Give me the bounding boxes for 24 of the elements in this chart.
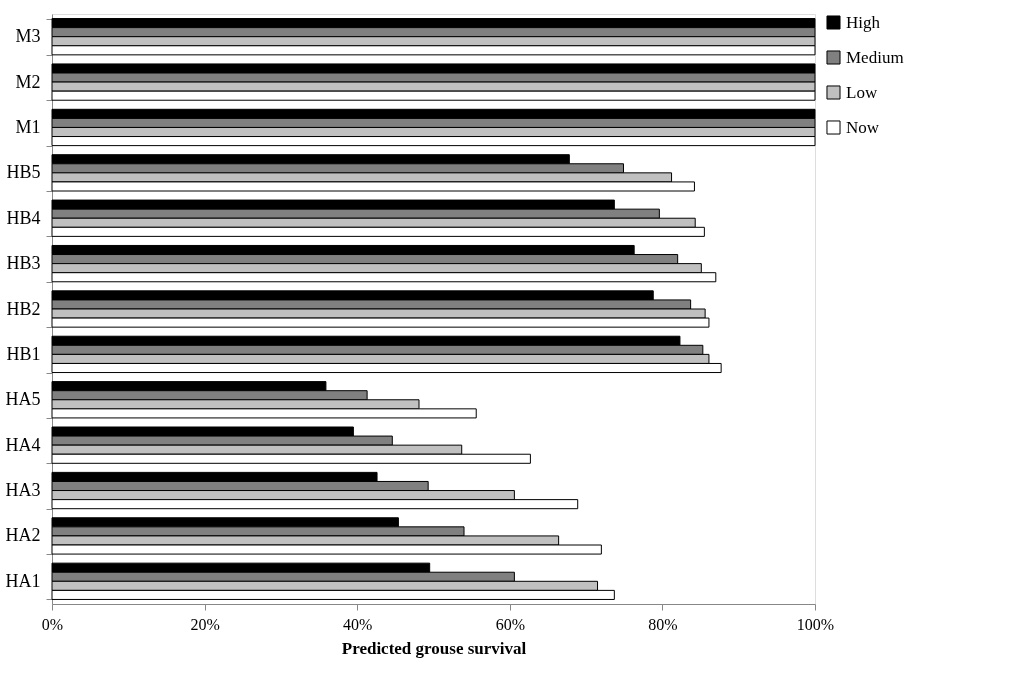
- y-tick-label: HA3: [5, 480, 41, 501]
- y-tick-label: M2: [15, 71, 41, 92]
- y-tick-label: HB3: [6, 253, 41, 274]
- y-tick-label: HB2: [6, 298, 41, 319]
- y-tick-label: M3: [15, 26, 41, 47]
- x-axis-title: Predicted grouse survival: [341, 638, 527, 658]
- legend-label: Now: [846, 117, 880, 137]
- y-tick-label: HA4: [5, 434, 41, 455]
- y-tick-label: HB1: [6, 343, 41, 364]
- x-tick-label: 40%: [343, 615, 373, 633]
- y-tick-label: HB4: [6, 207, 41, 228]
- y-tick-label: HB5: [6, 162, 41, 183]
- legend-label: Medium: [846, 47, 904, 67]
- y-tick-label: HA2: [5, 525, 41, 546]
- x-tick-label: 60%: [495, 615, 525, 633]
- x-tick-label: 0%: [41, 615, 64, 633]
- y-tick-label: HA5: [5, 389, 41, 410]
- x-tick-label: 100%: [796, 615, 835, 633]
- y-tick-label: M1: [15, 116, 41, 137]
- y-tick-label: HA1: [5, 570, 41, 591]
- legend-label: Low: [846, 82, 878, 102]
- x-tick-label: 80%: [648, 615, 678, 633]
- x-tick-label: 20%: [190, 615, 220, 633]
- legend-label: High: [846, 12, 881, 32]
